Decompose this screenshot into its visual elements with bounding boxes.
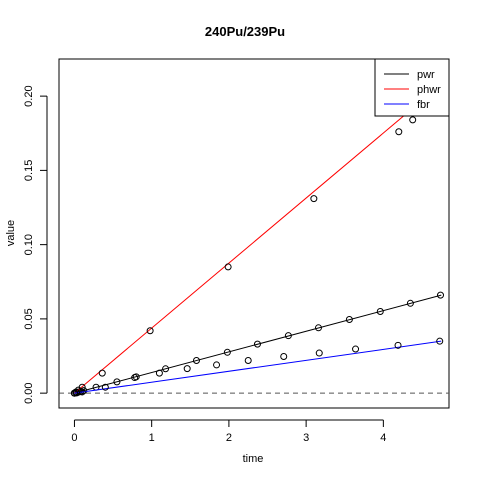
- x-axis-label: time: [243, 453, 264, 465]
- data-point: [284, 332, 292, 340]
- plot-series: [70, 83, 445, 397]
- y-tick-label: 0.10: [23, 234, 35, 255]
- x-axis: 0 1 2 3 4: [71, 419, 386, 444]
- x-tick-label: 1: [149, 432, 155, 444]
- series-line-fbr: [74, 340, 442, 394]
- data-point: [70, 389, 78, 397]
- data-point: [253, 340, 261, 348]
- data-point: [146, 327, 154, 335]
- data-point: [244, 356, 252, 364]
- data-point: [409, 116, 417, 124]
- data-point: [162, 365, 170, 373]
- data-point: [213, 361, 221, 369]
- y-tick-label: 0.00: [23, 382, 35, 403]
- data-point: [314, 324, 322, 332]
- data-point: [192, 356, 200, 364]
- legend-label-pwr: pwr: [417, 69, 435, 81]
- series-pwr: [70, 291, 445, 397]
- data-point: [78, 383, 86, 391]
- chart-title: 240Pu/239Pu: [205, 24, 285, 39]
- legend-box: [374, 58, 450, 117]
- data-point: [78, 388, 86, 396]
- data-point: [437, 291, 445, 299]
- series-line-phwr: [74, 83, 442, 394]
- x-tick-label: 3: [303, 432, 309, 444]
- data-point: [131, 374, 139, 382]
- data-point: [352, 345, 360, 353]
- data-point: [98, 369, 106, 377]
- y-axis-label: value: [5, 220, 17, 246]
- x-tick-label: 4: [380, 432, 386, 444]
- series-fbr: [70, 337, 444, 397]
- data-point: [101, 383, 109, 391]
- data-point: [223, 348, 231, 356]
- data-point: [183, 365, 191, 373]
- data-point: [345, 315, 353, 323]
- legend-label-fbr: fbr: [417, 99, 430, 111]
- legend-label-phwr: phwr: [417, 84, 441, 96]
- data-point: [315, 349, 323, 357]
- data-point: [436, 337, 444, 345]
- data-point: [395, 128, 403, 136]
- y-tick-label: 0.15: [23, 160, 35, 181]
- data-point: [280, 352, 288, 360]
- y-tick-label: 0.20: [23, 85, 35, 106]
- y-axis: 0.00 0.05 0.10 0.15 0.20: [23, 85, 48, 404]
- data-point: [80, 387, 88, 395]
- data-point: [224, 263, 232, 271]
- series-line-pwr: [74, 294, 442, 394]
- data-point: [394, 341, 402, 349]
- data-point: [155, 369, 163, 377]
- data-point: [406, 299, 414, 307]
- data-point: [113, 378, 121, 386]
- y-tick-label: 0.05: [23, 308, 35, 329]
- plot-frame: [58, 58, 450, 409]
- data-point: [310, 195, 318, 203]
- x-tick-label: 0: [71, 432, 77, 444]
- data-point: [376, 307, 384, 315]
- x-tick-label: 2: [226, 432, 232, 444]
- legend: pwr phwr fbr: [374, 58, 450, 117]
